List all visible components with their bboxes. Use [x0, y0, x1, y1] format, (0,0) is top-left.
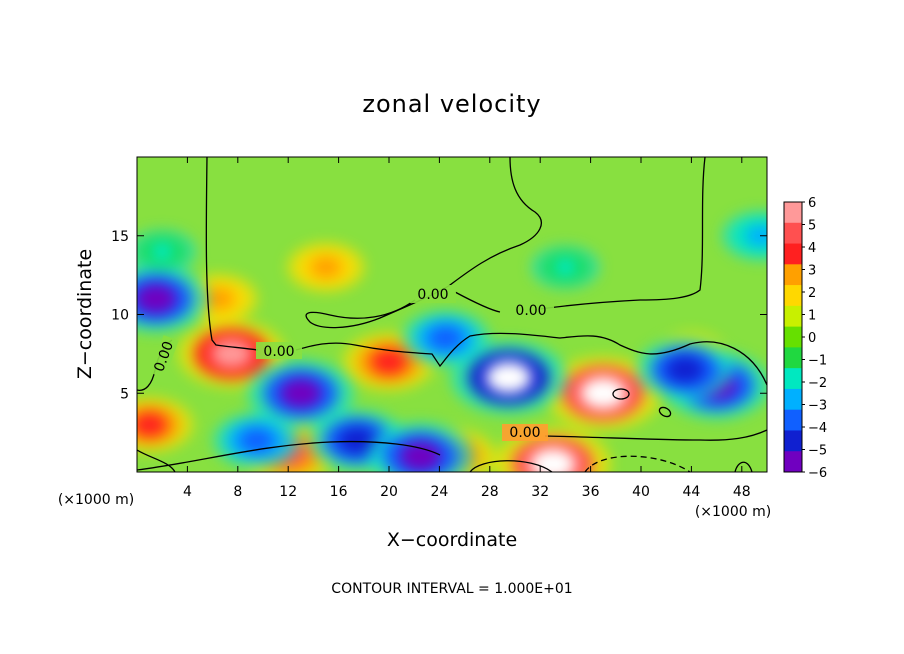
- field-core-20: [745, 225, 767, 247]
- colorbar-swatch-2: [784, 243, 802, 265]
- x-tick-label-11: 48: [733, 484, 751, 500]
- x-tick-label-4: 20: [380, 484, 398, 500]
- x-tick-label-9: 40: [632, 484, 650, 500]
- colorbar-swatch-5: [784, 305, 802, 328]
- y-ticks: 5 10 15: [111, 229, 767, 402]
- colorbar-label-3: 3: [808, 264, 816, 279]
- plot-area: [137, 157, 767, 472]
- x-ticks: 4 8 12 16 20 24 28 32 36 40 44 48: [183, 157, 751, 500]
- field-core-12: [338, 427, 377, 454]
- field-core-16: [665, 356, 705, 384]
- x-tick-label-0: 4: [183, 484, 192, 500]
- field-core-5: [137, 412, 167, 437]
- field-core-11: [279, 378, 322, 409]
- field-core-17: [239, 428, 274, 453]
- contour-loop-1: [469, 460, 553, 472]
- contour-loop-2: [584, 455, 691, 472]
- colorbar-label-1: 5: [808, 219, 816, 234]
- field-core-6: [580, 377, 627, 410]
- y-tick-label-0: 5: [120, 386, 129, 402]
- colorbar-label-6: 0: [808, 331, 816, 346]
- colorbar-label-8: −2: [808, 376, 827, 391]
- colorbar-swatch-11: [784, 430, 802, 452]
- x-tick-label-7: 32: [531, 484, 549, 500]
- x-tick-label-10: 44: [682, 484, 700, 500]
- contour-loop-5: [734, 461, 753, 472]
- y-tick-label-2: 15: [111, 229, 129, 245]
- colorbar-swatch-12: [784, 451, 802, 473]
- x-unit-label: (×1000 m): [695, 504, 771, 520]
- x-tick-label-5: 24: [430, 484, 448, 500]
- contour-label-3: 0.00: [263, 344, 294, 360]
- field-core-18: [551, 257, 579, 277]
- colorbar-label-9: −3: [808, 399, 827, 414]
- x-axis-label: X−coordinate: [387, 529, 517, 551]
- field-core-10: [137, 283, 178, 314]
- contour-line-upper: [205, 157, 767, 386]
- zero-contours: [137, 157, 767, 472]
- colorbar-swatch-7: [784, 347, 802, 369]
- x-tick-label-2: 12: [279, 484, 297, 500]
- colorbar-label-7: −1: [808, 354, 827, 369]
- field-core-19: [428, 326, 463, 351]
- colorbar-swatch-3: [784, 264, 802, 286]
- contour-label-2: 0.00: [515, 303, 546, 319]
- y-axis-label: Z−coordinate: [74, 249, 96, 379]
- contour-label-1: 0.00: [417, 287, 448, 303]
- contour-interval-note: CONTOUR INTERVAL = 1.000E+01: [331, 581, 572, 597]
- field-core-14: [485, 361, 532, 394]
- x-tick-label-8: 36: [582, 484, 600, 500]
- colorbar-label-2: 4: [808, 241, 816, 256]
- contour-loop-3: [612, 388, 630, 400]
- field-core-13: [399, 441, 442, 472]
- colorbar-swatch-6: [784, 326, 802, 348]
- colorbar-label-4: 2: [808, 286, 816, 301]
- colorbar: 6 5 4 3 2 1 0 −1 −2 −3 −4 −5 −6: [783, 196, 827, 481]
- colorbar-swatch-0: [784, 202, 802, 224]
- chart-title: zonal velocity: [362, 90, 541, 118]
- colorbar-swatch-1: [784, 222, 802, 245]
- field-core-0: [210, 339, 253, 369]
- colorbar-label-0: 6: [808, 196, 816, 211]
- colorbar-swatch-10: [784, 409, 802, 431]
- colorbar-swatch-9: [784, 388, 802, 411]
- x-tick-label-1: 8: [233, 484, 242, 500]
- field-core-2: [310, 256, 342, 279]
- contour-labels: 0.00 0.00 0.00 0.00 0.00: [149, 285, 554, 441]
- colorbar-label-10: −4: [808, 421, 827, 436]
- z-unit-label: (×1000 m): [58, 492, 134, 508]
- field-core-3: [370, 348, 408, 375]
- colorbar-label-12: −6: [808, 466, 827, 481]
- contour-loop-4: [658, 406, 672, 418]
- colorbar-label-5: 1: [808, 309, 816, 324]
- y-tick-label-1: 10: [111, 308, 129, 324]
- field-core-21: [148, 242, 176, 261]
- contour-label-4: 0.00: [509, 425, 540, 441]
- field-core-1: [203, 287, 235, 310]
- x-tick-label-3: 16: [330, 484, 348, 500]
- contour-line-bottom: [137, 429, 767, 471]
- x-tick-label-6: 28: [481, 484, 499, 500]
- colorbar-swatch-4: [784, 285, 802, 307]
- colorbar-swatch-8: [784, 368, 802, 390]
- colorbar-label-11: −5: [808, 444, 827, 459]
